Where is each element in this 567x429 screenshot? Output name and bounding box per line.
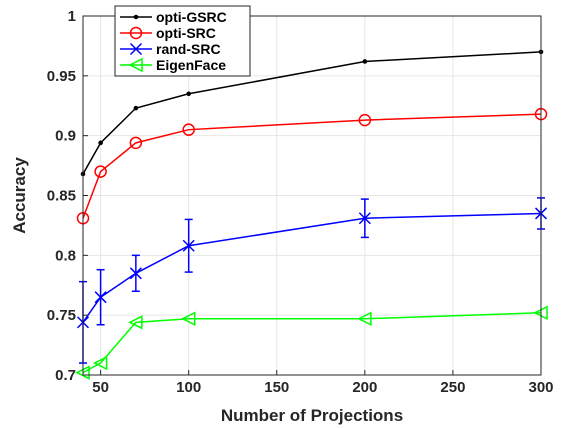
data-point xyxy=(186,91,191,97)
legend-item: opti-GSRC xyxy=(120,9,227,25)
data-point xyxy=(358,113,372,127)
series-line xyxy=(82,312,542,374)
data-point xyxy=(129,267,142,280)
x-tick-label: 50 xyxy=(92,379,109,396)
data-point xyxy=(94,291,107,304)
legend-marker xyxy=(133,14,139,20)
data-point xyxy=(362,59,368,64)
y-tick-label: 1 xyxy=(68,8,76,25)
legend-item: EigenFace xyxy=(120,57,226,73)
legend-item: rand-SRC xyxy=(120,41,221,57)
y-tick-label: 0.9 xyxy=(55,128,76,145)
series-rand-src xyxy=(76,197,548,364)
series-layer xyxy=(75,49,548,380)
legend-label: EigenFace xyxy=(156,57,226,73)
x-tick-label: 150 xyxy=(264,379,289,396)
data-point xyxy=(181,311,196,326)
series-opti-src xyxy=(76,107,548,225)
legend-marker xyxy=(128,57,143,73)
y-tick-label: 0.7 xyxy=(55,367,76,384)
legend-marker xyxy=(129,26,143,40)
x-axis-title: Number of Projections xyxy=(221,406,403,425)
series-eigenface xyxy=(75,305,548,380)
data-point xyxy=(358,212,371,225)
legend-item: opti-SRC xyxy=(120,25,216,41)
series-line xyxy=(82,51,542,175)
series-line xyxy=(82,212,542,323)
data-point xyxy=(129,136,143,150)
legend-label: rand-SRC xyxy=(156,41,221,57)
data-point xyxy=(357,311,372,326)
legend-label: opti-GSRC xyxy=(156,9,227,25)
y-tick-label: 0.95 xyxy=(47,68,76,85)
data-point xyxy=(94,165,107,178)
y-axis-title: Accuracy xyxy=(10,157,29,234)
y-tick-label: 0.75 xyxy=(47,307,76,324)
data-point xyxy=(133,105,139,111)
ticks: 50 100 150 200 250 300 0.7 0.75 0.8 0.85 0.9 0.95 1 xyxy=(47,8,554,396)
x-tick-label: 100 xyxy=(176,379,201,396)
series-opti-gsrc xyxy=(80,49,544,177)
data-point xyxy=(128,315,143,330)
series-line xyxy=(82,113,542,219)
data-point xyxy=(182,239,195,252)
x-tick-label: 200 xyxy=(352,379,377,396)
data-point xyxy=(98,140,103,146)
legend-marker xyxy=(129,42,143,56)
legend-label: opti-SRC xyxy=(156,25,216,41)
x-tick-label: 300 xyxy=(528,379,553,396)
data-point xyxy=(92,355,108,371)
y-tick-label: 0.85 xyxy=(47,188,76,205)
data-point xyxy=(182,123,195,136)
y-tick-label: 0.8 xyxy=(55,247,76,264)
x-tick-label: 250 xyxy=(440,379,465,396)
